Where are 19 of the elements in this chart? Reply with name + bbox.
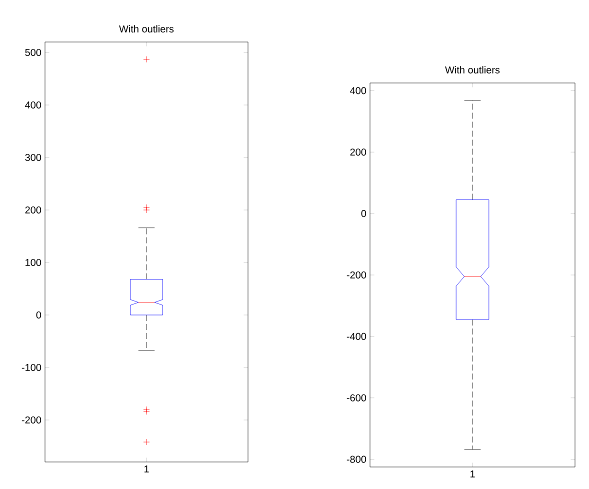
x-tick-label: 1 [144, 466, 149, 472]
y-tick-label: 0 [36, 311, 42, 319]
y-tick-label: 500 [25, 48, 42, 56]
y-tick-label: 100 [26, 258, 42, 266]
y-tick-label: -200 [346, 271, 366, 279]
y-tick-label: -400 [346, 332, 366, 340]
y-tick-label: 400 [25, 101, 42, 109]
y-tick-label: -600 [346, 394, 366, 402]
y-tick-label: -100 [22, 364, 42, 372]
chart-title: With outliers [119, 25, 174, 32]
y-tick-label: 200 [25, 206, 42, 214]
y-tick-label: -200 [22, 416, 42, 424]
y-tick-label: -800 [346, 456, 366, 463]
chart-title: With outliers [445, 66, 500, 74]
y-tick-label: 400 [350, 87, 366, 94]
y-tick-label: 200 [350, 148, 366, 156]
x-tick-label: 1 [470, 470, 475, 478]
y-tick-label: 300 [25, 154, 42, 162]
y-tick-label: 0 [361, 210, 366, 218]
